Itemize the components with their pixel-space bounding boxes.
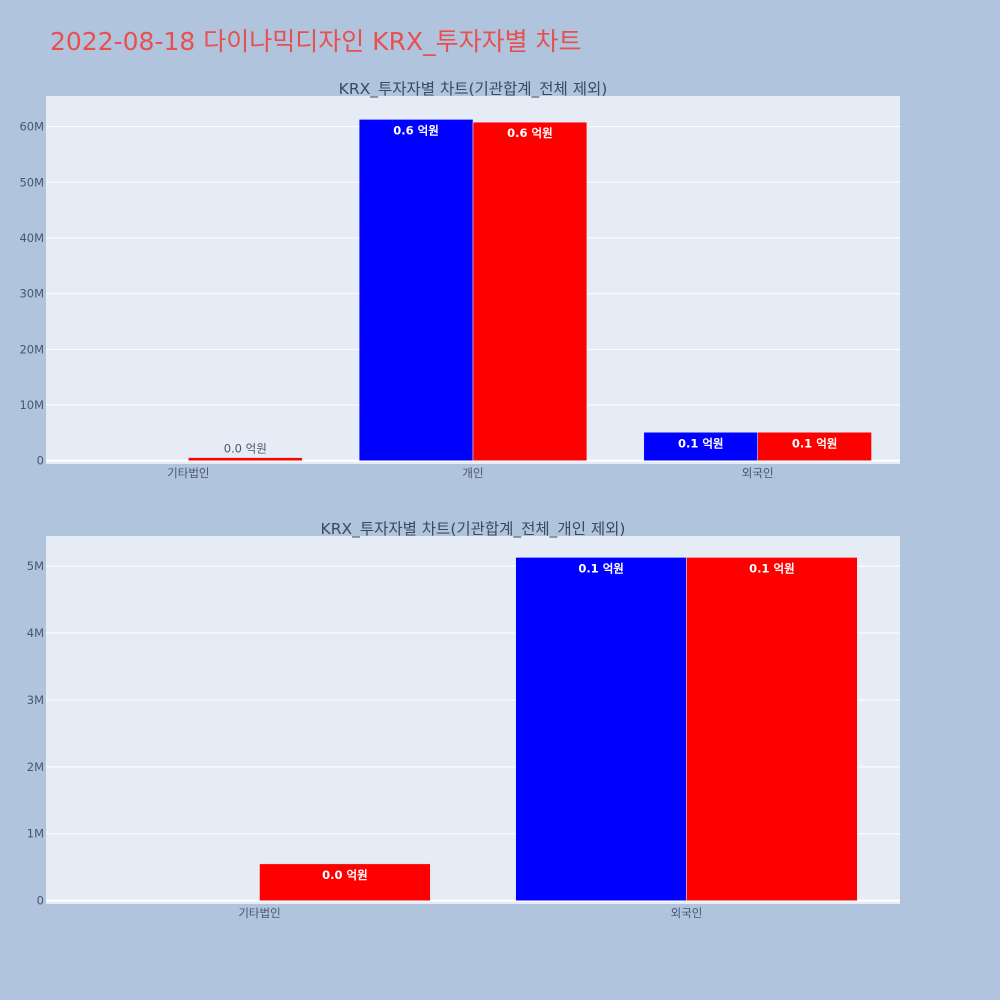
y-tick-label: 5M — [27, 559, 44, 573]
y-tick-label: 3M — [27, 693, 44, 707]
x-tick-label: 기타법인 — [238, 906, 280, 920]
y-tick-label: 0 — [37, 454, 44, 468]
y-tick-label: 60M — [19, 120, 44, 134]
chart-title: KRX_투자자별 차트(기관합계_전체_개인 제외) — [321, 520, 626, 539]
bar-data-label: 0.0 억원 — [224, 442, 267, 456]
chart-title: KRX_투자자별 차트(기관합계_전체 제외) — [339, 80, 608, 99]
y-tick-label: 50M — [19, 175, 44, 189]
bar-data-label: 0.1 억원 — [578, 561, 624, 575]
page-title: 2022-08-18 다이나믹디자인 KRX_투자자별 차트 — [50, 27, 582, 56]
y-tick-label: 40M — [19, 231, 44, 245]
bar-data-label: 0.1 억원 — [678, 436, 724, 450]
bar — [757, 432, 872, 461]
y-tick-label: 1M — [27, 827, 44, 841]
bar — [515, 557, 687, 901]
y-tick-label: 4M — [27, 626, 44, 640]
bar-data-label: 0.6 억원 — [393, 123, 439, 137]
x-tick-label: 개인 — [462, 466, 483, 480]
bar — [259, 863, 431, 901]
bar — [472, 121, 588, 461]
bar-data-label: 0.1 억원 — [749, 561, 795, 575]
y-tick-label: 0 — [37, 894, 44, 908]
bar — [686, 557, 858, 901]
bar-data-label: 0.0 억원 — [322, 868, 368, 882]
bar — [188, 457, 303, 461]
bar — [358, 119, 474, 461]
x-tick-label: 외국인 — [742, 466, 774, 480]
bar-data-label: 0.1 억원 — [792, 436, 838, 450]
bar-data-label: 0.6 억원 — [507, 126, 553, 140]
x-tick-label: 외국인 — [671, 906, 703, 920]
bar — [643, 432, 758, 461]
y-tick-label: 10M — [19, 398, 44, 412]
x-tick-label: 기타법인 — [167, 466, 209, 480]
y-tick-label: 2M — [27, 760, 44, 774]
y-tick-label: 20M — [19, 342, 44, 356]
y-tick-label: 30M — [19, 287, 44, 301]
